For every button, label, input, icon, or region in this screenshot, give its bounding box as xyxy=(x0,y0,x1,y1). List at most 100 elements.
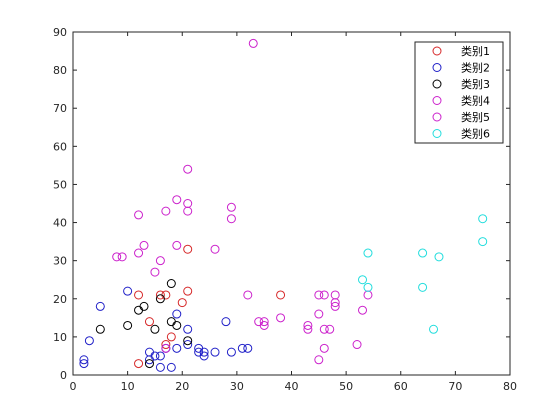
data-point-series-2 xyxy=(155,362,165,372)
data-point-series-4 xyxy=(248,38,258,48)
x-tick-label: 70 xyxy=(448,380,462,393)
data-point-series-4 xyxy=(112,252,122,262)
data-point-series-2 xyxy=(237,343,247,353)
data-point-series-5 xyxy=(319,290,329,300)
data-point-series-6 xyxy=(418,282,428,292)
data-point-series-5 xyxy=(314,309,324,319)
data-point-series-3 xyxy=(183,336,193,346)
data-point-series-1 xyxy=(155,290,165,300)
y-tick-label: 10 xyxy=(53,331,67,344)
data-point-series-6 xyxy=(418,248,428,258)
x-tick-label: 50 xyxy=(339,380,353,393)
data-point-series-4 xyxy=(134,210,144,220)
data-point-series-2 xyxy=(183,340,193,350)
legend-label: 类别6 xyxy=(461,127,490,141)
data-point-series-2 xyxy=(172,343,182,353)
y-tick-label: 80 xyxy=(53,64,67,77)
data-point-series-5 xyxy=(330,298,340,308)
data-point-series-5 xyxy=(330,301,340,311)
data-point-series-1 xyxy=(134,290,144,300)
data-point-series-2 xyxy=(79,359,89,369)
y-tick-label: 70 xyxy=(53,102,67,115)
data-point-series-4 xyxy=(134,248,144,258)
data-point-series-1 xyxy=(276,290,286,300)
data-point-series-5 xyxy=(319,343,329,353)
data-point-series-4 xyxy=(161,206,171,216)
data-point-series-3 xyxy=(95,324,105,334)
data-point-series-3 xyxy=(144,359,154,369)
data-point-series-3 xyxy=(150,324,160,334)
y-tick-label: 50 xyxy=(53,178,67,191)
data-point-series-5 xyxy=(314,290,324,300)
data-point-series-5 xyxy=(303,324,313,334)
legend-label: 类别2 xyxy=(461,61,490,75)
data-point-series-2 xyxy=(226,347,236,357)
data-point-series-1 xyxy=(177,298,187,308)
x-tick-label: 40 xyxy=(285,380,299,393)
data-point-series-3 xyxy=(166,279,176,289)
x-axis-ticks: 0 10 20 30 40 50 60 70 80 xyxy=(70,32,517,393)
data-point-series-4 xyxy=(226,202,236,212)
legend-box xyxy=(414,41,504,144)
x-tick-label: 10 xyxy=(121,380,135,393)
data-point-series-2 xyxy=(172,309,182,319)
data-point-series-5 xyxy=(319,324,329,334)
legend: 类别1 类别2 类别3 类别4 类别5 类别6 xyxy=(414,41,504,144)
data-point-series-5 xyxy=(325,324,335,334)
data-point-series-5 xyxy=(314,355,324,365)
data-points xyxy=(79,38,488,372)
legend-marker xyxy=(432,79,442,89)
data-point-series-6 xyxy=(478,237,488,247)
data-point-series-6 xyxy=(429,324,439,334)
data-point-series-2 xyxy=(123,286,133,296)
data-point-series-1 xyxy=(166,332,176,342)
data-point-series-4 xyxy=(155,256,165,266)
legend-marker xyxy=(432,46,442,56)
data-point-series-2 xyxy=(95,301,105,311)
data-point-series-5 xyxy=(259,317,269,327)
data-point-series-2 xyxy=(199,351,209,361)
legend-marker xyxy=(432,63,442,72)
legend-marker xyxy=(432,96,442,105)
data-point-series-2 xyxy=(84,336,94,346)
data-point-series-1 xyxy=(183,244,193,254)
data-point-series-2 xyxy=(221,317,231,327)
data-point-series-6 xyxy=(358,275,368,285)
data-point-series-4 xyxy=(150,267,160,277)
data-point-series-6 xyxy=(363,248,373,258)
x-tick-label: 30 xyxy=(230,380,244,393)
data-point-series-4 xyxy=(117,252,127,262)
data-point-series-4 xyxy=(161,343,171,353)
data-point-series-2 xyxy=(183,324,193,334)
data-point-series-2 xyxy=(199,347,209,357)
y-tick-label: 90 xyxy=(53,26,67,39)
data-point-series-6 xyxy=(363,282,373,292)
data-point-series-2 xyxy=(210,347,220,357)
data-point-series-4 xyxy=(183,206,193,216)
data-point-series-6 xyxy=(434,252,444,262)
data-point-series-1 xyxy=(183,286,193,296)
x-tick-label: 60 xyxy=(394,380,408,393)
data-point-series-5 xyxy=(276,313,286,323)
data-point-series-1 xyxy=(134,359,144,369)
data-point-series-5 xyxy=(352,340,362,350)
legend-label: 类别4 xyxy=(461,94,490,108)
legend-label: 类别5 xyxy=(461,110,490,124)
data-point-series-3 xyxy=(123,320,133,330)
x-tick-label: 20 xyxy=(175,380,189,393)
data-point-series-5 xyxy=(303,320,313,330)
data-point-series-4 xyxy=(172,195,182,205)
data-point-series-5 xyxy=(358,305,368,315)
data-point-series-5 xyxy=(259,320,269,330)
data-point-series-4 xyxy=(183,164,193,174)
data-point-series-2 xyxy=(79,355,89,365)
data-point-series-1 xyxy=(144,317,154,327)
data-point-series-6 xyxy=(478,214,488,224)
y-tick-label: 60 xyxy=(53,140,67,153)
legend-label: 类别1 xyxy=(461,44,490,58)
legend-marker xyxy=(432,112,442,122)
data-point-series-3 xyxy=(172,320,182,330)
data-point-series-3 xyxy=(139,301,149,311)
y-tick-label: 20 xyxy=(53,293,67,306)
y-tick-label: 0 xyxy=(60,369,67,382)
